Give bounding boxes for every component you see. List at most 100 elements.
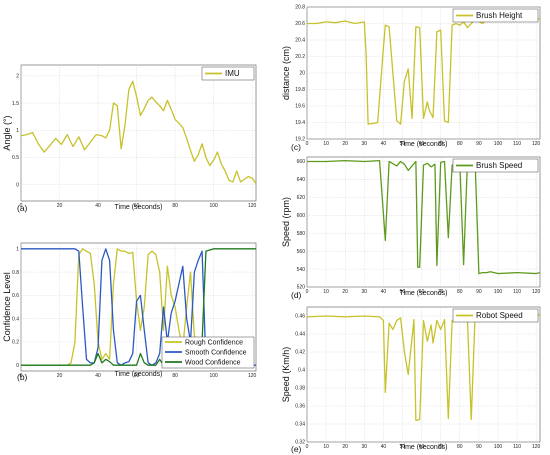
y-axis-label: Speed (Km/h) — [281, 347, 291, 403]
x-tick-label: 90 — [476, 444, 482, 450]
x-tick-label: 60 — [134, 203, 140, 209]
x-tick-label: 80 — [172, 203, 178, 209]
x-tick-label: 80 — [457, 444, 463, 450]
x-tick-label: 120 — [532, 444, 541, 450]
y-tick-label: 20.6 — [295, 21, 305, 27]
legend-box — [452, 8, 539, 23]
y-axis-label: distance (cm) — [281, 46, 291, 100]
x-tick-label: 40 — [95, 203, 101, 209]
x-tick-label: 120 — [532, 141, 541, 147]
legend-label: Brush Height — [476, 11, 523, 20]
series-line-imu — [20, 80, 257, 184]
y-tick-label: 0.4 — [12, 316, 19, 322]
x-tick-label: 40 — [381, 141, 387, 147]
x-tick-label: 10 — [323, 141, 329, 147]
x-tick-label: 70 — [438, 444, 444, 450]
x-tick-label: 60 — [419, 289, 425, 295]
chart-panel-a: 0 20 40 60 80 100 120 0 0.5 1 1.5 2 IMU Time (seconds… — [2, 64, 257, 213]
panel-label: (e) — [291, 444, 302, 454]
legend: Brush Height — [452, 8, 539, 23]
y-axis-label: Confidence Level — [2, 272, 12, 342]
chart-panel-e: 0 10 20 30 40 50 60 70 80 90 100 110 120 0.32 0.34 0.36… — [281, 306, 541, 454]
x-tick-label: 70 — [438, 289, 444, 295]
y-tick-label: 19.4 — [295, 120, 305, 126]
legend-box — [201, 66, 255, 81]
x-axis-label: Time (seconds) — [400, 444, 448, 451]
x-tick-label: 0 — [20, 203, 23, 209]
y-tick-label: 19.6 — [295, 104, 305, 110]
legend-label: Rough Confidence — [185, 340, 243, 347]
y-tick-label: 2 — [16, 74, 19, 80]
legend-label: Smooth Confidence — [185, 350, 247, 357]
x-tick-label: 120 — [248, 203, 257, 209]
legend-label: Brush Speed — [476, 161, 522, 170]
y-tick-label: 20 — [299, 71, 305, 77]
x-tick-label: 20 — [342, 289, 348, 295]
y-tick-label: 0.8 — [12, 270, 19, 276]
x-tick-label: 20 — [342, 444, 348, 450]
y-tick-label: 0.34 — [295, 422, 305, 428]
y-tick-label: 580 — [297, 231, 306, 237]
x-tick-label: 120 — [532, 289, 541, 295]
plot-area — [20, 64, 257, 202]
y-tick-label: 19.8 — [295, 87, 305, 93]
x-axis-label: Time (seconds) — [115, 371, 163, 378]
x-tick-label: 100 — [209, 373, 218, 379]
x-axis-label: Time (seconds) — [400, 290, 448, 297]
x-tick-label: 80 — [457, 289, 463, 295]
y-tick-label: 20.2 — [295, 54, 305, 60]
chart-panel-c: 0 10 20 30 40 50 60 70 80 90 100 110 120 19.2 19.4 19.6… — [281, 5, 541, 152]
x-tick-label: 0 — [20, 373, 23, 379]
plot-area — [20, 242, 257, 372]
x-tick-label: 100 — [494, 444, 503, 450]
y-tick-label: 540 — [297, 267, 306, 273]
x-tick-label: 30 — [362, 289, 368, 295]
y-axis-label: Angle (°) — [2, 115, 12, 150]
y-tick-label: 0.6 — [12, 293, 19, 299]
x-tick-label: 0 — [306, 289, 309, 295]
y-tick-label: 0.36 — [295, 404, 305, 410]
legend: Rough Confidence Smooth Confidence Wood Co… — [161, 336, 255, 369]
y-tick-label: 0.2 — [12, 340, 19, 346]
legend: Robot Speed — [452, 308, 539, 323]
y-tick-label: 520 — [297, 285, 306, 291]
x-tick-label: 30 — [362, 444, 368, 450]
y-axis-label: Speed (rpm) — [281, 197, 291, 247]
panel-label: (a) — [17, 203, 28, 213]
x-tick-label: 20 — [57, 203, 63, 209]
x-tick-label: 40 — [95, 373, 101, 379]
legend-box — [452, 158, 539, 173]
x-tick-label: 50 — [400, 141, 406, 147]
panel-label: (d) — [291, 290, 302, 300]
y-tick-label: 0 — [16, 182, 19, 188]
x-axis-label: Time (seconds) — [115, 204, 163, 211]
legend-label: Wood Confidence — [185, 360, 241, 367]
chart-panel-b: 0 20 40 60 80 100 120 0 0.2 0.4 0.6 0.8 1 Rough Confi… — [2, 242, 257, 382]
x-tick-label: 40 — [381, 289, 387, 295]
x-tick-label: 20 — [342, 141, 348, 147]
panel-label: (b) — [17, 372, 28, 382]
y-tick-label: 1 — [16, 247, 19, 253]
series-line-brush-speed — [307, 159, 541, 275]
y-tick-label: 0.5 — [12, 155, 19, 161]
x-tick-label: 90 — [476, 289, 482, 295]
y-tick-label: 600 — [297, 213, 306, 219]
y-tick-label: 20.8 — [295, 5, 305, 11]
y-tick-label: 560 — [297, 249, 306, 255]
y-tick-label: 640 — [297, 177, 306, 183]
series-line-rough-confidence — [21, 248, 256, 366]
x-tick-label: 100 — [494, 289, 503, 295]
y-tick-label: 0.44 — [295, 332, 305, 338]
y-tick-label: 20.4 — [295, 38, 305, 44]
x-tick-label: 100 — [209, 203, 218, 209]
legend-box — [452, 308, 539, 323]
plot-area — [306, 6, 541, 140]
x-tick-label: 10 — [323, 289, 329, 295]
legend: Brush Speed — [452, 158, 539, 173]
x-tick-label: 110 — [513, 141, 521, 147]
x-tick-label: 60 — [134, 373, 140, 379]
x-tick-label: 10 — [323, 444, 329, 450]
x-tick-label: 110 — [513, 444, 521, 450]
x-tick-label: 50 — [400, 289, 406, 295]
